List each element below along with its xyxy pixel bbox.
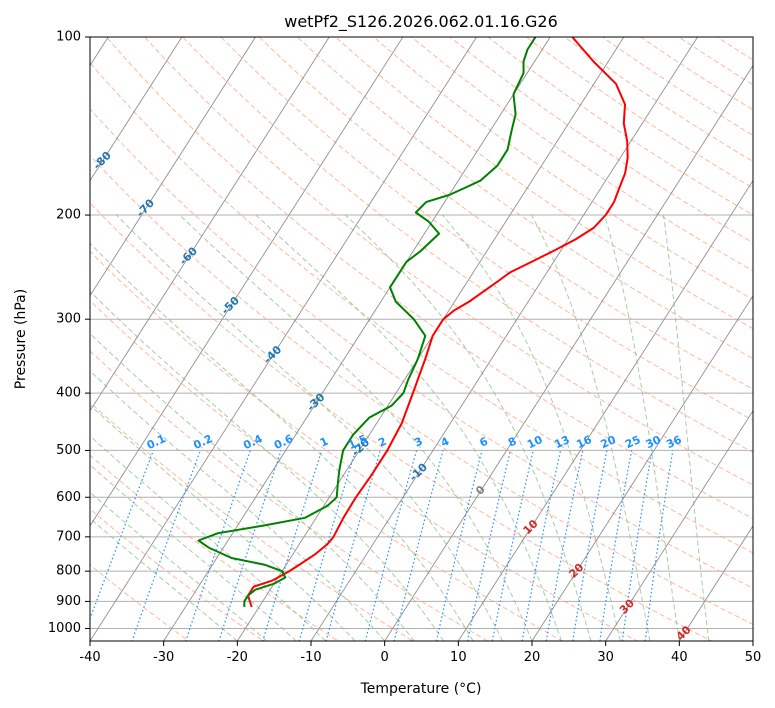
isotherm-line [678,525,753,641]
x-tick-label: 50 [745,650,762,665]
isotherm-line [90,37,477,641]
dry-adiabats [90,37,753,641]
dry-adiabat-line [90,350,489,641]
y-tick-label: 300 [56,312,81,327]
x-axis-title: Temperature (°C) [360,681,482,697]
mixing-ratio-line [466,450,512,641]
y-tick-label: 700 [56,529,81,544]
dry-adiabat-line [90,154,753,626]
mixing-ratio-line [545,450,584,641]
x-tick-label: -40 [79,650,100,665]
isotherm-line [236,37,625,641]
axes: -40 -30 -20 -10 0 10 20 30 40 50 100 200 300 400 500 60… [48,30,761,666]
moist-adiabat-line [663,214,710,641]
dry-adiabat-line [90,250,639,641]
sounding-profiles [197,37,629,608]
moist-adiabat-line [90,491,268,641]
y-tick-label: 400 [56,386,81,401]
mixing-ratio-label: 16 [574,433,594,451]
isotherm-line [90,37,330,412]
x-tick-label: -20 [227,650,248,665]
moist-adiabat-line [90,290,445,641]
mixing-ratio-label: 25 [623,433,642,451]
isotherm-line [90,37,256,297]
dry-adiabat-line [258,37,753,390]
mixing-ratio-line [644,450,674,641]
moist-adiabat-line [90,404,356,641]
moist-adiabat-line [255,214,562,641]
dry-adiabat-line [90,401,414,641]
dry-adiabat-line [90,564,190,641]
isotherm-line [90,37,183,182]
moist-adiabat-line [90,435,327,641]
y-tick-label: 900 [56,594,81,609]
y-tick-label: 600 [56,490,81,505]
y-tick-label: 200 [56,208,81,223]
mixing-ratio-line [621,450,653,641]
mixing-ratio-line [131,450,201,641]
y-tick-label: 1000 [48,621,81,636]
isotherm-line [90,37,404,527]
moist-adiabat-line [116,214,503,641]
y-tick-label: 100 [56,30,81,45]
moist-adiabat-line [90,464,297,641]
mixing-ratio-lines [90,450,674,641]
moist-adiabat-line [90,332,415,641]
isotherm-line [457,179,753,641]
dry-adiabat-line [144,37,753,486]
moist-adiabat-line [90,517,238,641]
x-tick-label: 30 [597,650,614,665]
x-tick-label: 0 [381,650,389,665]
isotherm-line [163,37,551,641]
mixing-ratio-line [185,450,251,641]
isotherms [90,37,753,641]
mixing-ratio-line [435,450,483,641]
x-tick-label: 40 [671,650,688,665]
mixing-ratio-line [599,450,633,641]
mixing-ratio-label: 10 [525,433,545,451]
mixing-ratio-line [572,450,608,641]
isotherm-line [605,409,753,641]
mixing-ratio-line [521,450,562,641]
moist-adiabats [90,214,710,641]
x-tick-label: 10 [450,650,467,665]
dry-adiabat-line [296,37,753,360]
plot-area: -100-90-80-70-60-50-40-30-20-10010203040… [90,37,753,641]
moist-adiabat-line [179,214,533,641]
x-tick-label: -30 [153,650,174,665]
mixing-ratio-label: 30 [644,433,664,451]
chart-title: wetPf2_S126.2026.062.01.16.G26 [284,12,558,32]
temperature-profile-line [247,37,629,608]
dewpoint-profile-line [197,37,537,607]
dry-adiabat-line [182,37,753,453]
moist-adiabat-line [90,370,386,641]
isotherm-line [384,64,753,641]
dry-adiabat-line [90,108,753,589]
moist-adiabat-line [345,214,592,641]
mixing-ratio-label: 13 [552,433,571,451]
mixing-ratio-line [491,450,534,641]
x-tick-label: 20 [524,650,541,665]
mixing-ratio-line [364,450,418,641]
dry-adiabat-line [90,202,713,641]
plot-frame [89,36,754,642]
mixing-ratio-line [298,450,357,641]
isotherm-line [310,37,698,641]
mixing-ratio-label: 20 [599,433,619,451]
dry-adiabat-line [90,508,265,641]
y-tick-label: 500 [56,443,81,458]
mixing-ratio-label: 36 [664,433,684,451]
moist-adiabat-line [604,214,680,641]
mixing-ratio-line [393,450,444,641]
dry-adiabat-line [220,37,753,421]
moist-adiabat-line [442,214,621,641]
y-axis-title: Pressure (hPa) [13,289,29,389]
mixing-ratio-line [325,450,381,641]
x-tick-label: -10 [300,650,321,665]
isotherm-line [531,294,753,641]
moist-adiabat-line [90,242,474,641]
y-tick-label: 800 [56,564,81,579]
mixing-ratio-line [262,450,323,641]
